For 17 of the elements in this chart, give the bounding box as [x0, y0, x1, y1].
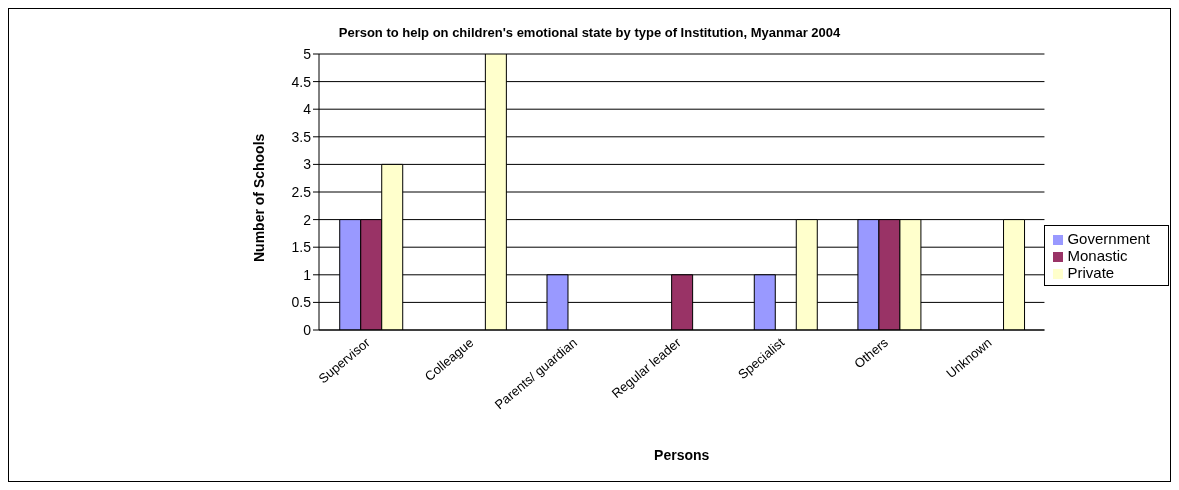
y-axis-title: Number of Schools	[250, 133, 267, 262]
y-tick-label: 5	[303, 45, 312, 62]
chart-title: Person to help on children's emotional state by type of Institution, Myanmar 2004	[337, 25, 842, 40]
y-tick-label: 3	[303, 156, 312, 173]
y-tick-label: 0.5	[291, 294, 312, 311]
legend-label: Monastic	[1067, 246, 1128, 264]
y-tick-label: 2.5	[291, 183, 312, 200]
y-tick-label: 2	[303, 211, 312, 228]
y-tick-label: 3.5	[291, 128, 312, 145]
y-tick-label: 4.5	[291, 73, 312, 90]
legend-label: Government	[1067, 229, 1150, 247]
y-tick-label: 0	[303, 321, 312, 338]
y-tick-label: 1.5	[291, 239, 312, 256]
y-tick-label: 4	[303, 101, 312, 118]
y-tick-label: 1	[303, 266, 312, 283]
legend-label: Private	[1067, 263, 1115, 281]
x-axis-title: Persons	[654, 447, 710, 463]
